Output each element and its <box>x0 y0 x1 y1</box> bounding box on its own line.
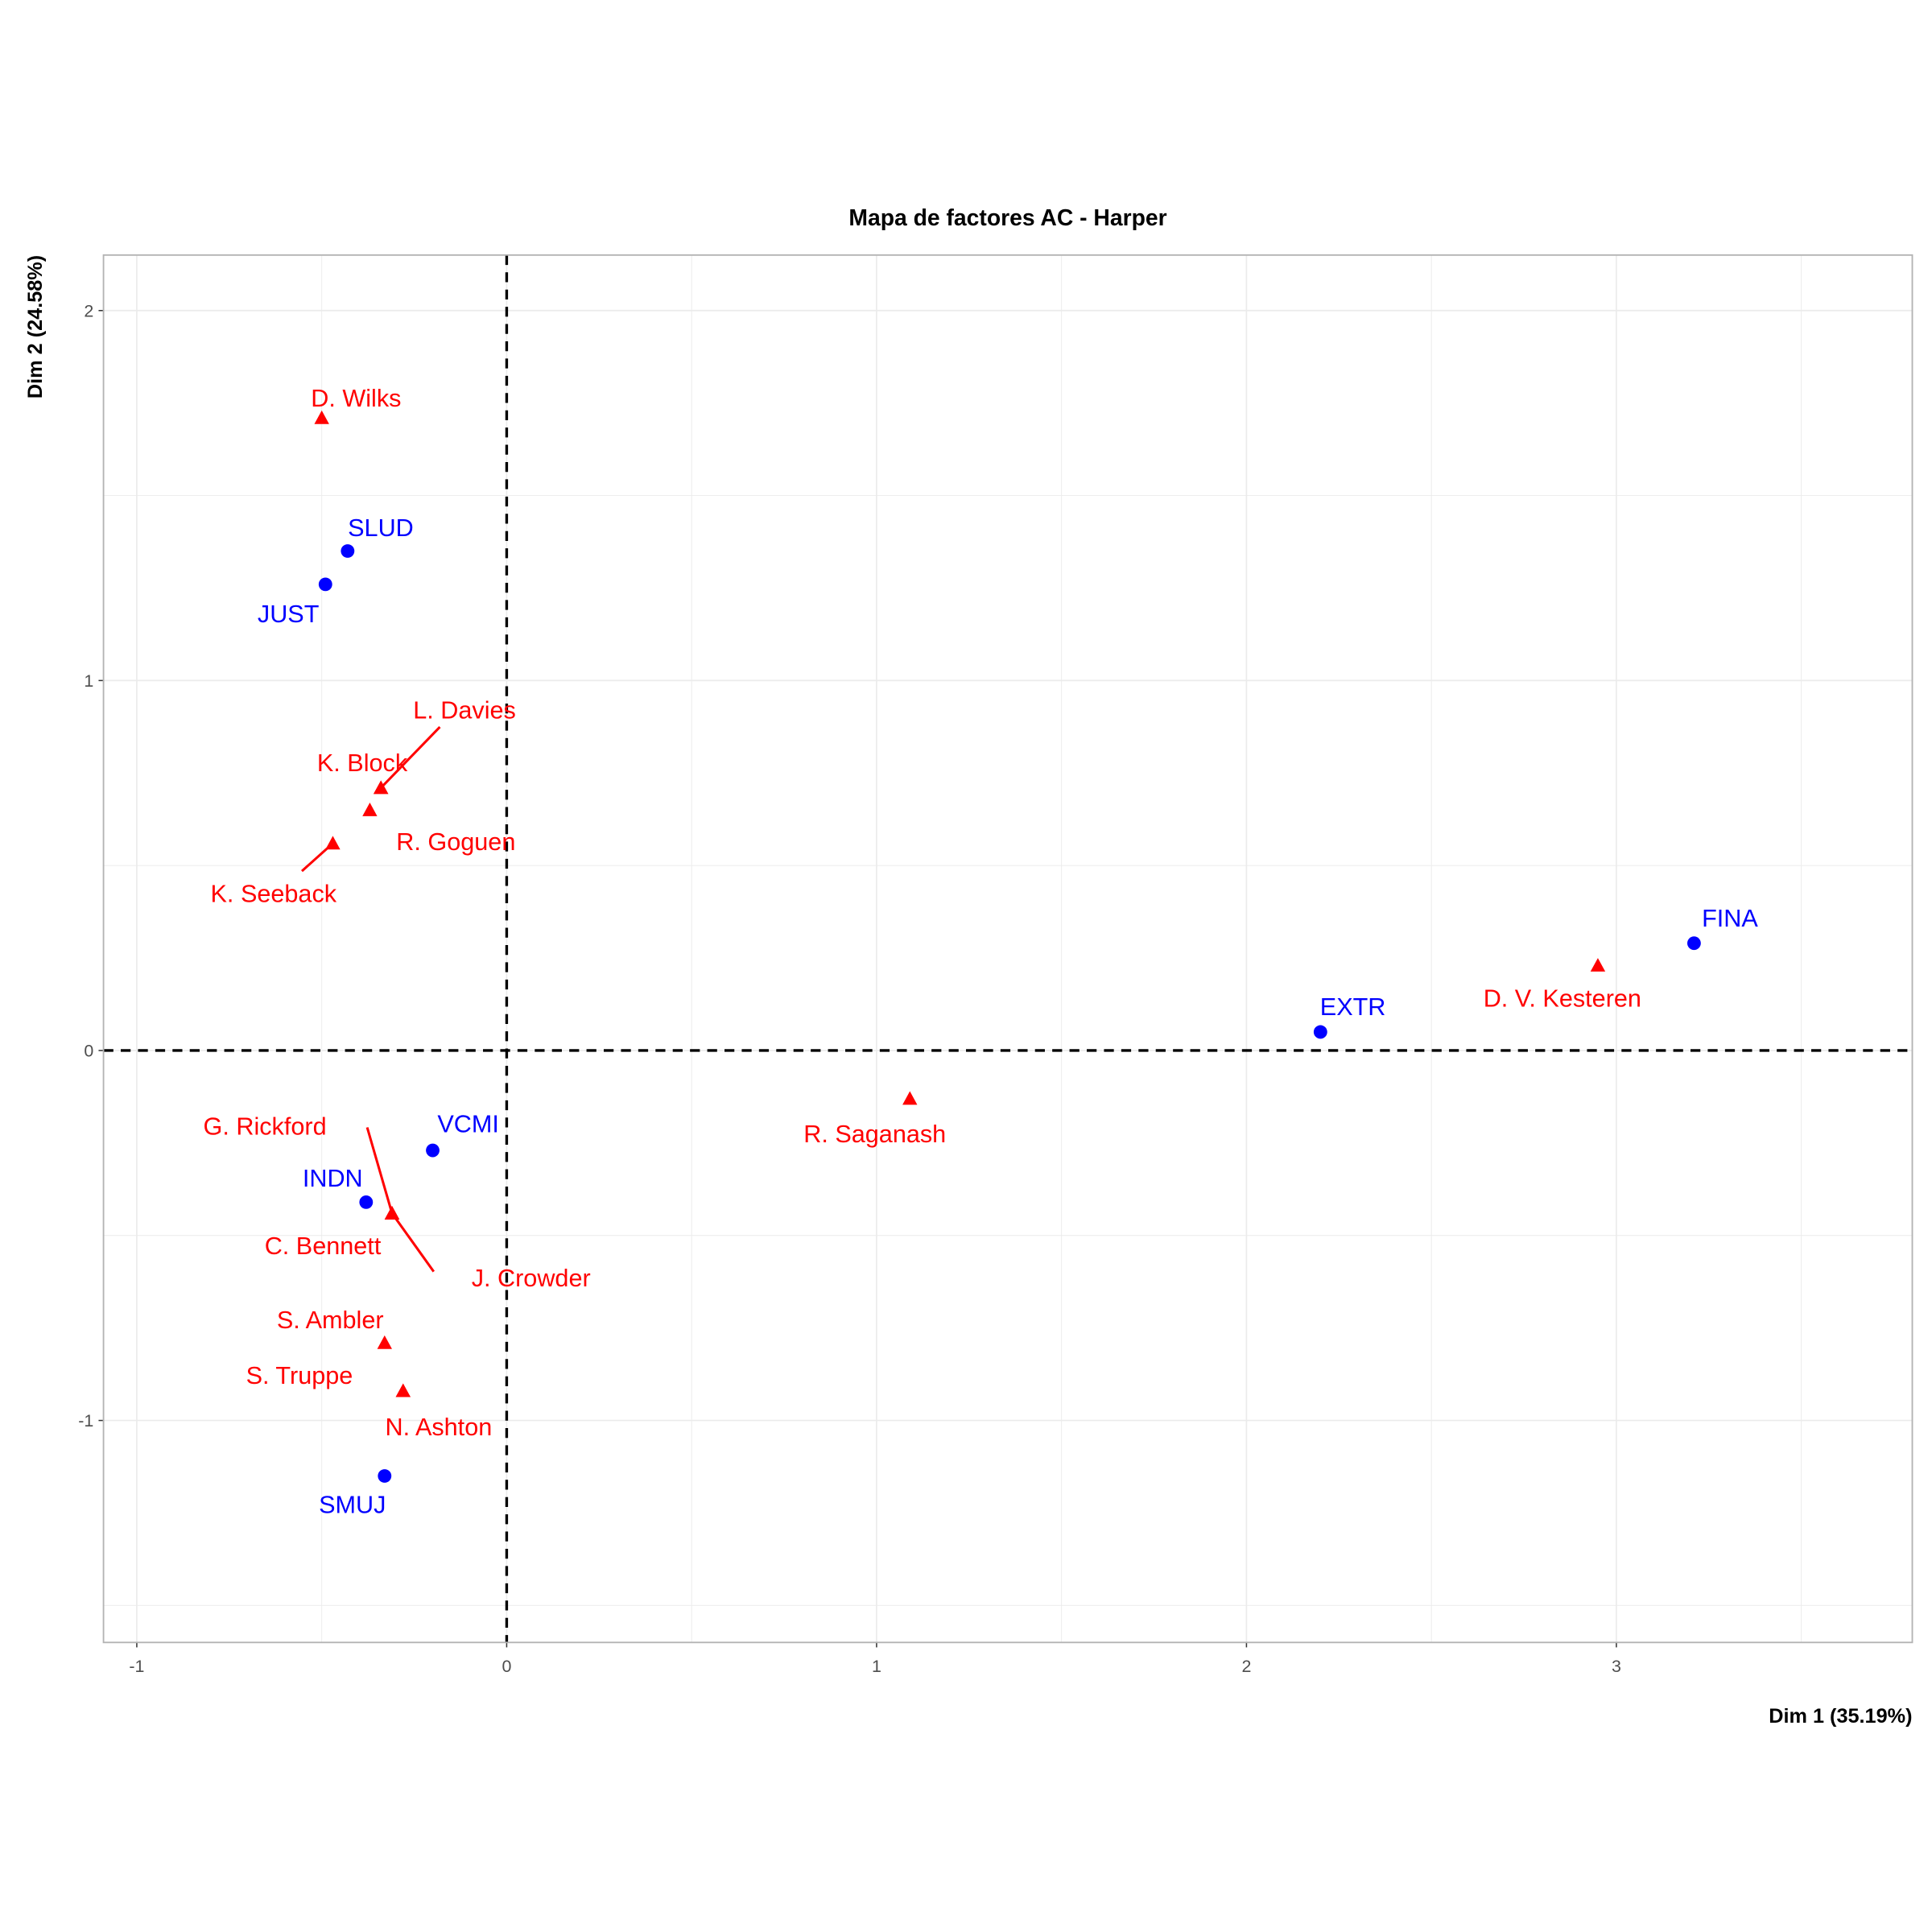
x-tick-label: 1 <box>872 1657 881 1676</box>
column-point-circle <box>378 1469 392 1483</box>
column-point-circle <box>1686 936 1701 951</box>
column-point-circle <box>1313 1025 1327 1039</box>
row-point-triangle <box>902 1091 918 1105</box>
column-point-circle <box>359 1195 374 1209</box>
column-point-circle <box>341 544 355 558</box>
point-label: SMUJ <box>319 1492 386 1519</box>
point-label: D. Wilks <box>311 385 401 412</box>
grid <box>103 254 1913 1643</box>
row-point-triangle <box>374 780 389 795</box>
column-point-circle <box>426 1143 440 1158</box>
point-label: R. Goguen <box>396 828 515 856</box>
plot-panel-border <box>102 254 1913 1644</box>
point-label: S. Truppe <box>246 1362 353 1389</box>
point-label: SLUD <box>348 514 414 542</box>
reference-lines <box>103 254 1913 1643</box>
column-point-circle <box>318 577 332 592</box>
point-label: FINA <box>1702 905 1758 932</box>
row-point-triangle <box>362 803 378 816</box>
point-label: VCMI <box>437 1111 499 1138</box>
point-label: INDN <box>303 1165 363 1192</box>
leader-line <box>365 1127 394 1214</box>
y-tick-label: 1 <box>84 671 93 691</box>
row-point-triangle <box>377 1335 392 1349</box>
point-label: L. Davies <box>413 696 516 724</box>
point-label: N. Ashton <box>386 1414 493 1441</box>
point-label: EXTR <box>1320 993 1386 1021</box>
x-tick-label: 3 <box>1612 1657 1621 1676</box>
row-point-triangle <box>395 1383 411 1397</box>
point-label: K. Block <box>317 749 408 777</box>
point-label: D. V. Kesteren <box>1484 985 1641 1013</box>
leader-line <box>380 725 441 789</box>
point-label: R. Saganash <box>803 1121 946 1148</box>
x-tick-label: 0 <box>502 1657 511 1676</box>
point-label: C. Bennett <box>265 1232 382 1260</box>
x-axis-label: Dim 1 (35.19%) <box>1769 1705 1912 1728</box>
point-label: S. Ambler <box>277 1307 384 1334</box>
row-point-triangle <box>384 1205 400 1220</box>
row-point-triangle <box>1590 958 1606 972</box>
y-tick-label: 0 <box>84 1042 93 1061</box>
label-leader-lines <box>300 725 441 1273</box>
point-label: JUST <box>258 601 320 628</box>
row-point-triangle <box>325 836 341 850</box>
point-label: K. Seeback <box>211 880 337 907</box>
x-tick-label: -1 <box>129 1657 144 1676</box>
points <box>314 410 1701 1483</box>
axis-ticks: -1 0 1 2 3 -1 0 1 2 <box>78 301 1621 1676</box>
leader-line <box>390 1212 436 1273</box>
point-label: G. Rickford <box>204 1113 327 1141</box>
row-point-triangle <box>314 410 329 424</box>
chart-title: Mapa de factores AC - Harper <box>848 204 1166 230</box>
point-label: J. Crowder <box>472 1265 591 1292</box>
y-axis-label: Dim 2 (24.58%) <box>24 255 47 398</box>
y-tick-label: -1 <box>78 1411 93 1430</box>
x-tick-label: 2 <box>1241 1657 1251 1676</box>
y-tick-label: 2 <box>84 301 93 320</box>
